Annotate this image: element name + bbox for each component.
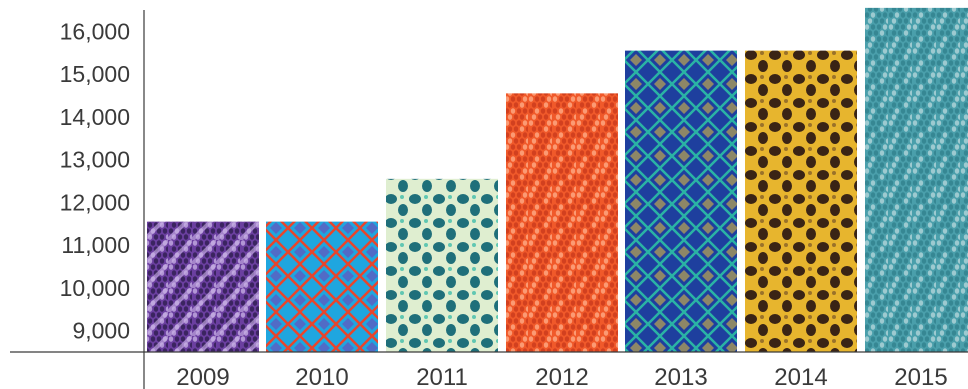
y-axis-ticks: 9,000 10,000 11,000 12,000 13,000 14,000 15,00… <box>60 18 130 343</box>
y-tick-label: 13,000 <box>60 147 130 173</box>
y-tick-label: 10,000 <box>60 275 130 301</box>
y-tick-label: 15,000 <box>60 61 130 87</box>
bars-group <box>147 7 968 353</box>
x-axis-ticks: 2009 2010 2011 2012 2013 2014 2015 <box>176 364 947 389</box>
x-category-label: 2015 <box>894 364 947 389</box>
bar-2012 <box>506 93 618 353</box>
bar-2011 <box>386 178 498 352</box>
x-category-label: 2013 <box>654 364 707 389</box>
x-category-label: 2012 <box>535 364 588 389</box>
y-tick-label: 16,000 <box>60 18 130 44</box>
bar-2015 <box>865 7 968 353</box>
bar-2014 <box>745 50 857 353</box>
x-category-label: 2014 <box>774 364 827 389</box>
bar-2013 <box>625 50 737 353</box>
x-category-label: 2010 <box>295 364 348 389</box>
y-tick-label: 9,000 <box>72 318 130 344</box>
y-tick-label: 11,000 <box>61 232 130 258</box>
x-category-label: 2009 <box>176 364 229 389</box>
y-tick-label: 12,000 <box>60 189 130 215</box>
x-category-label: 2011 <box>416 364 468 389</box>
y-tick-label: 14,000 <box>60 104 130 130</box>
bar-2010 <box>266 221 378 352</box>
bar-2009 <box>147 221 259 352</box>
